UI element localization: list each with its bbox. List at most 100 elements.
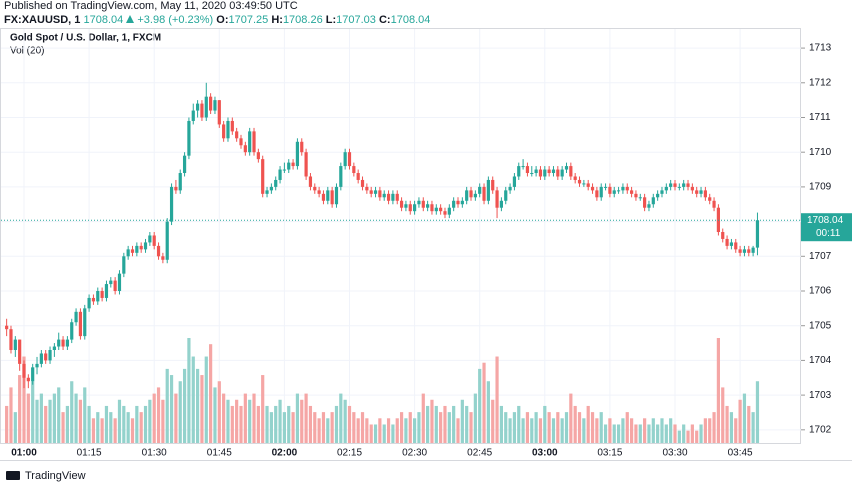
- volume-bar: [356, 418, 360, 443]
- volume-bar: [734, 418, 738, 443]
- candle-body: [460, 200, 464, 205]
- last-price-label: 1708.04: [807, 215, 844, 226]
- countdown-label: 00:11: [816, 228, 841, 239]
- y-tick-label: 1707: [809, 251, 832, 262]
- candle-body: [595, 190, 599, 198]
- candle-body: [573, 176, 577, 180]
- candle-body: [196, 103, 200, 111]
- volume-bar: [96, 412, 100, 443]
- volume-bar: [447, 412, 451, 443]
- volume-bar: [209, 344, 213, 443]
- volume-bar: [282, 412, 286, 443]
- volume-bar: [421, 393, 425, 443]
- volume-bar: [217, 381, 221, 443]
- candle-body: [577, 179, 582, 184]
- candle-body: [261, 159, 265, 194]
- volume-bar: [347, 405, 352, 443]
- volume-bar: [664, 424, 668, 443]
- candle-body: [209, 96, 213, 111]
- volume-bar: [682, 424, 686, 443]
- volume-bar: [74, 393, 78, 443]
- x-tick-label: 02:00: [272, 448, 298, 459]
- close-label: C:: [378, 14, 391, 26]
- candle-body: [326, 190, 330, 201]
- volume-bar: [226, 399, 230, 443]
- volume-bar: [656, 424, 660, 443]
- volume-bar: [26, 393, 30, 443]
- volume-bar: [582, 418, 586, 443]
- volume-bar: [504, 412, 508, 443]
- volume-bar: [5, 405, 9, 443]
- volume-bar: [135, 405, 139, 443]
- volume-bar: [18, 375, 22, 443]
- y-tick-label: 1713: [809, 43, 832, 54]
- volume-bar: [560, 418, 564, 443]
- volume-bar: [313, 412, 317, 443]
- volume-bar: [634, 424, 638, 443]
- candle-body: [295, 141, 300, 167]
- candle-body: [352, 166, 356, 174]
- volume-bar: [443, 405, 447, 443]
- volume-bar: [187, 338, 191, 443]
- candle-body: [226, 120, 230, 139]
- x-tick-label: 03:30: [662, 448, 687, 459]
- candle-body: [52, 346, 56, 350]
- y-tick-label: 1710: [809, 147, 832, 158]
- candle-body: [83, 308, 87, 337]
- open: 1707.25: [228, 14, 269, 26]
- volume-bar: [287, 405, 291, 443]
- volume-bar: [152, 393, 156, 443]
- candle-body: [100, 291, 104, 298]
- candle-body: [499, 200, 503, 208]
- volume-bar: [651, 418, 655, 443]
- candle-body: [643, 197, 647, 208]
- volume-bar: [599, 412, 603, 443]
- volume-bar: [603, 424, 608, 443]
- volume-bar: [452, 405, 456, 443]
- volume-bar: [300, 399, 304, 443]
- volume-bar: [747, 405, 751, 443]
- candle-body: [308, 176, 313, 187]
- candle-body: [161, 256, 165, 260]
- candle-body: [139, 245, 143, 250]
- candle-body: [248, 131, 252, 153]
- volume-bar: [13, 412, 17, 443]
- candle-body: [304, 152, 308, 177]
- volume-bar: [343, 399, 347, 443]
- x-tick-label: 03:15: [597, 448, 622, 459]
- candle-body: [599, 186, 603, 198]
- candle-body: [230, 120, 234, 132]
- candle-body: [182, 155, 187, 174]
- volume-bar: [139, 412, 143, 443]
- candle-body: [317, 190, 321, 194]
- candle-body: [695, 190, 699, 194]
- x-tick-label: 01:30: [142, 448, 167, 459]
- volume-bar: [156, 387, 161, 443]
- volume-bar: [408, 412, 412, 443]
- candle-body: [18, 339, 22, 364]
- candle-body: [334, 186, 339, 205]
- last-price-box: [801, 213, 852, 242]
- volume-bar: [330, 412, 334, 443]
- footer-logo: [6, 471, 20, 480]
- volume-bar: [378, 418, 382, 443]
- candle-body: [117, 273, 122, 292]
- candle-body: [243, 145, 247, 153]
- candle-body: [747, 249, 751, 253]
- candle-body: [682, 183, 686, 187]
- volume-bar: [543, 405, 547, 443]
- candle-body: [35, 363, 39, 368]
- y-tick-label: 1702: [809, 424, 832, 435]
- volume-bar: [686, 430, 690, 443]
- volume-bar: [369, 424, 373, 443]
- volume-bar: [239, 405, 243, 443]
- quote-line: FX:XAUUSD, 1 1708.04 +3.98 (+0.23%) O:17…: [4, 14, 430, 26]
- volume-bar: [48, 399, 52, 443]
- volume-bar: [469, 412, 473, 443]
- candle-body: [708, 197, 712, 201]
- volume-bar: [673, 424, 677, 443]
- volume-bar: [742, 393, 747, 443]
- candle-body: [612, 190, 616, 194]
- candle-body: [61, 339, 65, 347]
- volume-bar: [386, 418, 391, 443]
